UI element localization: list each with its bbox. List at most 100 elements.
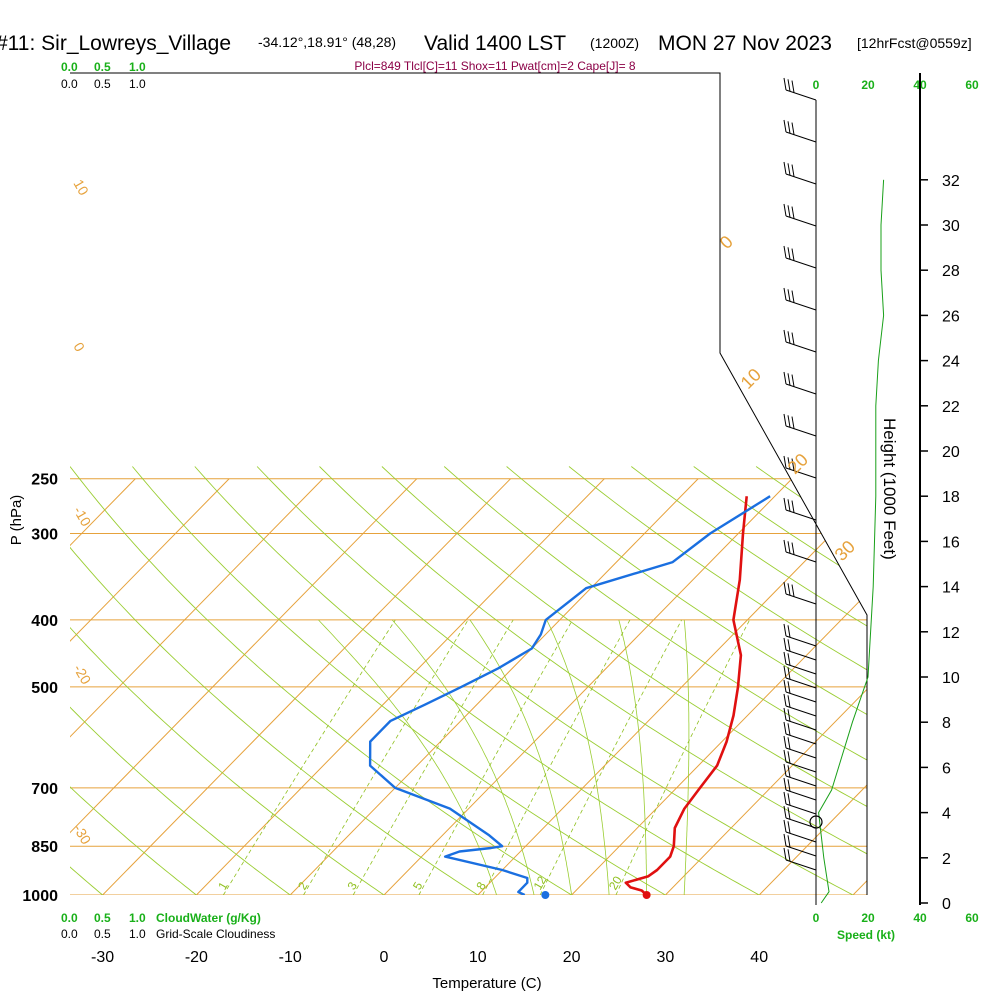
wind-barb-flag [787,541,791,554]
wind-barb-shaft [785,817,817,829]
top-cl-1: 0.5 [94,77,111,91]
height-tick-label: 8 [942,715,951,732]
wind-barb-flag [787,821,791,834]
mixing-ratio-line [303,619,469,895]
station-title: #11: Sir_Lowreys_Village [0,32,231,55]
top-cw-2: 1.0 [129,60,146,74]
height-tick-label: 28 [942,263,960,280]
wind-barb-flag [783,819,787,833]
wind-barb-flag [787,331,791,344]
speed-tick-top: 0 [813,78,820,92]
wind-barb-flag [783,791,787,805]
wind-barb-flag [791,290,795,303]
wind-barb-shaft [785,705,817,717]
dry-adiabat-line [132,466,692,895]
wind-barb-flag [783,707,787,721]
wind-barb-flag [787,163,791,176]
wind-barb-flag [787,121,791,134]
valid-time: Valid 1400 LST [424,32,566,55]
height-tick-label: 30 [942,218,960,235]
mixing-ratio-line [222,619,396,895]
wind-barb-shaft [785,425,817,437]
wind-barb-flag [791,458,795,471]
wind-barb-flag [783,329,787,343]
isotherm-label: 10 [70,177,92,199]
wind-barb-flag [787,247,791,260]
dry-adiabat-line [70,466,406,895]
wind-barb-shaft [785,733,817,745]
dry-adiabat-line [319,466,867,895]
temperature-tick-label: 0 [380,949,389,966]
wind-barb-flag [783,679,787,693]
temperature-profile [624,496,748,895]
pressure-tick-label: 850 [31,839,58,856]
wind-barb-flag [783,161,787,175]
surface-dewpoint-dot [541,891,550,899]
mixing-ratio-line [615,619,750,895]
wind-barb-shaft [785,789,817,801]
wind-barb-flag [783,847,787,861]
wind-barb-flag [783,721,787,735]
height-tick-label: 18 [942,489,960,506]
dry-adiabat-line [631,466,867,895]
isotherm-label: 0 [716,232,737,253]
wind-barb-flag [783,665,787,679]
dry-adiabat-line [755,466,867,895]
wind-barb-flag [787,79,791,92]
wind-barb-flag [787,723,791,736]
wind-barb-shaft [785,257,817,269]
wind-barb-flag [783,623,787,637]
wind-barb-flag [783,245,787,259]
wind-barbs [783,77,817,871]
temperature-tick-label: -10 [279,949,302,966]
height-tick-label: 0 [942,896,951,913]
isotherm-label: -20 [70,662,94,688]
wind-barb-flag [791,332,795,345]
height-tick-label: 20 [942,444,960,461]
dry-adiabat-line [70,466,121,895]
wind-barb-flag [791,500,795,513]
station-coords: -34.12°,18.91° (48,28) [258,34,396,50]
pressure-tick-label: 400 [31,613,58,630]
wind-barb-flag [791,122,795,135]
wind-barb-shaft [785,173,817,185]
wind-barb-flag [787,373,791,386]
wind-barb-flag [783,287,787,301]
profile-series [368,495,771,895]
bot-cl-2: 1.0 [129,927,146,941]
wind-barb-flag [783,581,787,595]
height-tick-label: 2 [942,851,951,868]
wind-barb-flag [783,203,787,217]
top-cl-2: 1.0 [129,77,146,91]
wind-barb-flag [787,807,791,820]
wind-barb-shaft [785,215,817,227]
isotherm-label: 0 [70,340,88,355]
height-tick-label: 12 [942,625,960,642]
speed-tick-bottom: 20 [861,911,875,925]
wind-barb-flag [787,205,791,218]
mixing-ratio-label: 3 [345,879,361,892]
isotherm-line [70,478,230,895]
wind-barb-shaft [785,383,817,395]
mixing-ratio-line [418,619,573,895]
cloudwater-label: CloudWater (g/Kg) [156,911,261,925]
wind-barb-flag [787,415,791,428]
pressure-ticks: 250 300 400 500 700 850 1000 [22,472,58,905]
mixing-ratio-label: 2 [295,879,311,892]
height-tick-label: 6 [942,760,951,777]
speed-tick-top: 60 [965,78,979,92]
wind-barb-flag [783,777,787,791]
pressure-tick-label: 250 [31,472,58,489]
temperature-tick-label: 10 [469,949,487,966]
wind-barb-flag [787,849,791,862]
wind-barb-flag [791,80,795,93]
wind-barb-flag [787,457,791,470]
height-axis-label: Height (1000 Feet) [880,418,899,560]
wind-barb-flag [787,835,791,848]
wind-barb-shaft [785,635,817,647]
valid-date: MON 27 Nov 2023 [658,32,832,55]
wind-barb-shaft [785,131,817,143]
wind-barb-shaft [785,803,817,815]
wind-barb-flag [787,625,791,638]
top-cloudwater-scale: 0.0 0.5 1.0 [61,60,146,74]
